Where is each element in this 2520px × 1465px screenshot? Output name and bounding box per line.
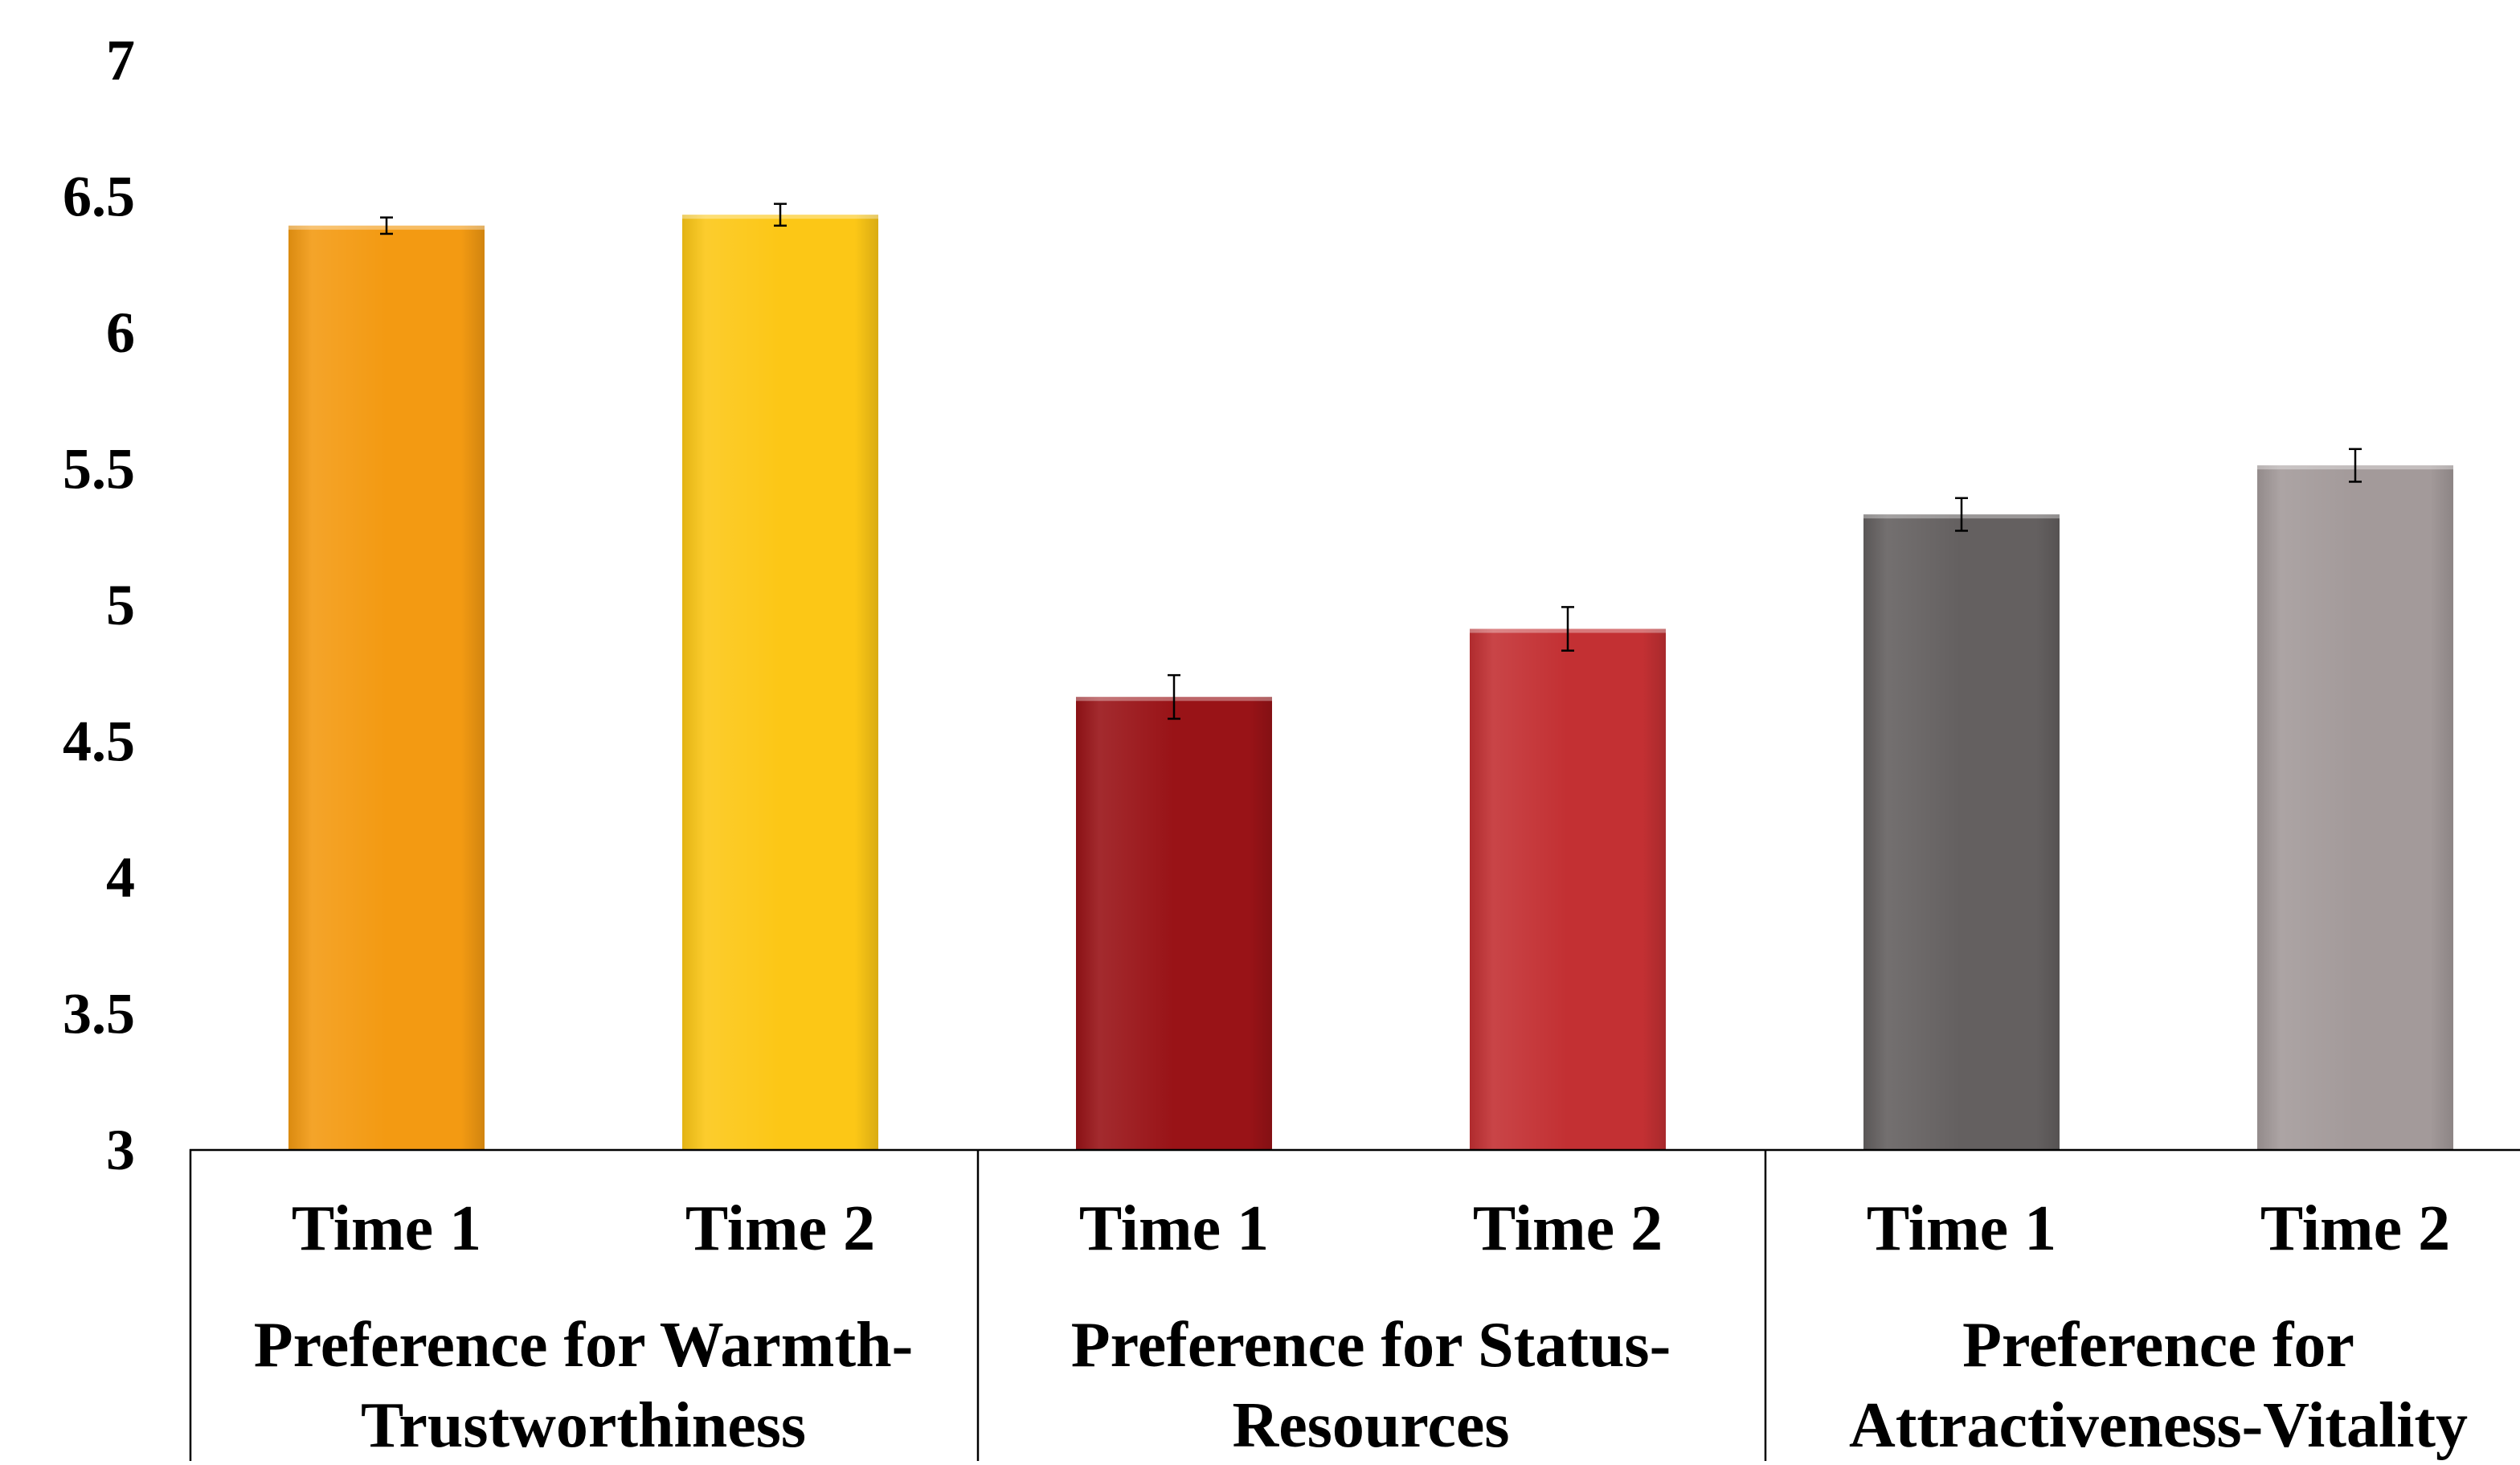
- group-label: Preference for Warmth-: [254, 1310, 913, 1381]
- category-tick-label: Time 2: [1473, 1193, 1663, 1264]
- category-labels: Time 1 Time 2 Preference for Warmth- Trustw…: [254, 1193, 2468, 1461]
- y-axis-tick-labels: 3 3.5 4 4.5 5 5.5 6 6.5 7: [63, 28, 135, 1182]
- y-tick-label: 3: [106, 1118, 135, 1182]
- bar-shading: [1076, 697, 1272, 1149]
- group-label: Preference for: [1962, 1310, 2354, 1381]
- bar-shading: [1863, 514, 2060, 1149]
- y-tick-label: 7: [106, 28, 135, 92]
- bar-shading: [2257, 465, 2453, 1149]
- y-tick-label: 5.5: [63, 437, 135, 501]
- group-label: Attractiveness-Vitality: [1849, 1390, 2468, 1461]
- category-tick-label: Time 2: [685, 1193, 875, 1264]
- y-tick-label: 4: [106, 845, 135, 910]
- y-tick-label: 3.5: [63, 982, 135, 1046]
- y-tick-label: 5: [106, 573, 135, 637]
- bar-shading: [288, 225, 485, 1149]
- category-tick-label: Time 2: [2260, 1193, 2450, 1264]
- category-tick-label: Time 1: [1079, 1193, 1269, 1264]
- y-tick-label: 4.5: [63, 710, 135, 774]
- bar-shading: [1470, 628, 1666, 1149]
- bar-shading: [682, 215, 878, 1150]
- y-tick-label: 6: [106, 301, 135, 365]
- y-tick-label: 6.5: [63, 165, 135, 229]
- bars-layer: [288, 203, 2453, 1150]
- group-label: Trustworthiness: [361, 1390, 806, 1461]
- category-tick-label: Time 1: [1867, 1193, 2056, 1264]
- group-label: Preference for Status-: [1071, 1310, 1671, 1381]
- group-label: Resources: [1232, 1390, 1509, 1461]
- category-tick-label: Time 1: [292, 1193, 481, 1264]
- category-axis: [189, 1148, 2520, 1461]
